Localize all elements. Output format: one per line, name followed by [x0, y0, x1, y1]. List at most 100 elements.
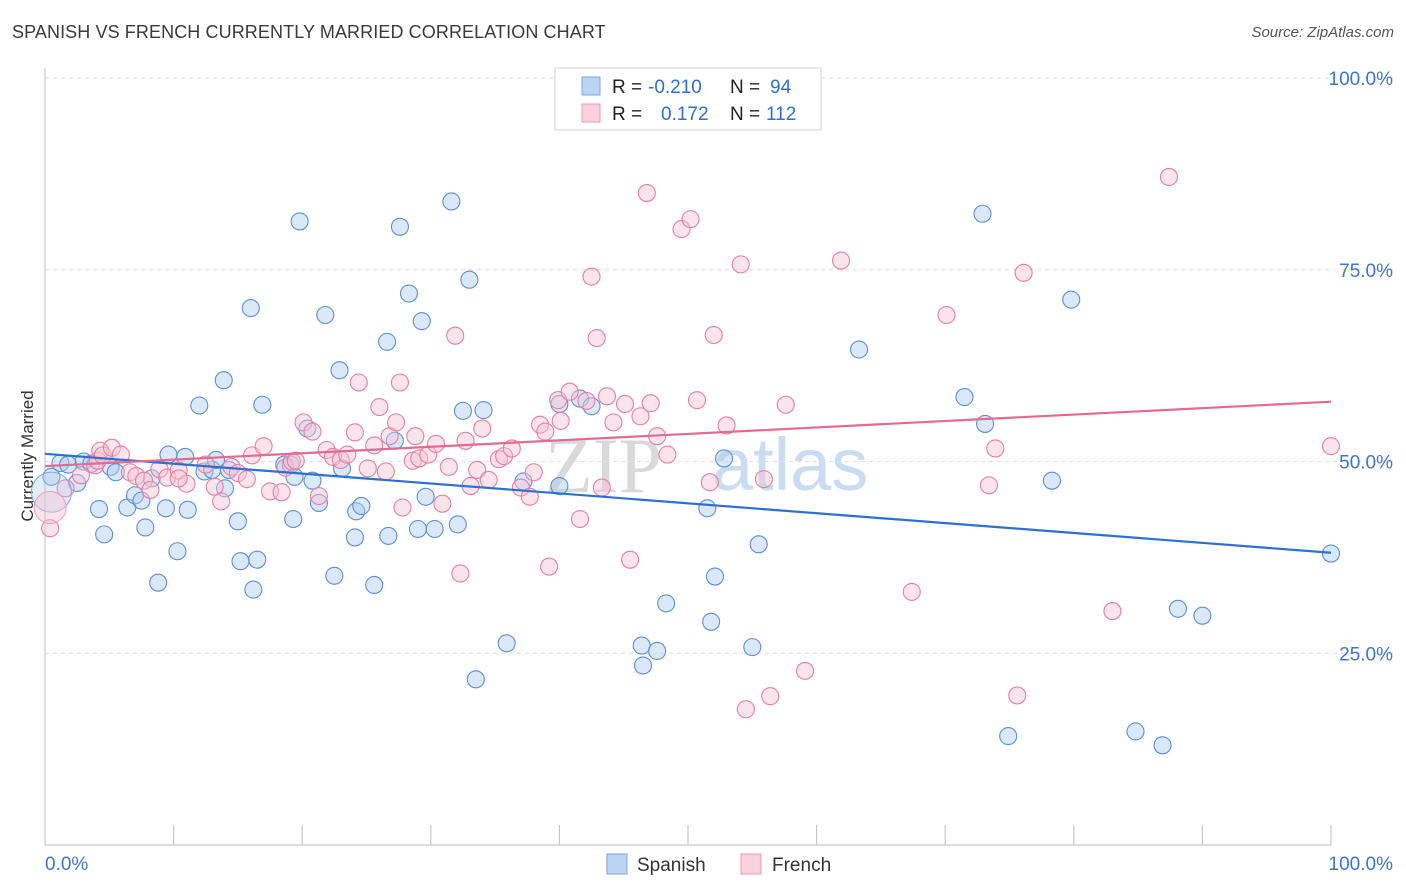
point-french: [502, 439, 521, 458]
point-spanish: [474, 401, 493, 420]
point-spanish: [550, 476, 569, 496]
point-spanish: [1042, 471, 1061, 490]
point-french: [754, 470, 773, 489]
point-french: [410, 449, 429, 468]
y-tick-label: 100.0%: [1329, 69, 1394, 90]
point-spanish: [106, 463, 125, 482]
point-french: [687, 391, 707, 410]
point-french: [365, 436, 384, 455]
point-french: [426, 434, 445, 453]
point-french: [489, 450, 509, 469]
point-french: [338, 445, 357, 464]
point-french: [524, 463, 543, 482]
point-spanish: [1062, 290, 1081, 309]
point-spanish: [156, 499, 175, 518]
point-spanish: [206, 450, 226, 470]
point-french: [902, 582, 921, 601]
point-french: [604, 413, 623, 432]
point-spanish: [168, 542, 187, 561]
point-french: [681, 210, 700, 229]
x-tick-labels: 0.0% 100.0%: [45, 854, 1393, 875]
legend-label-spanish[interactable]: Spanish: [637, 855, 706, 876]
y-tick-label: 75.0%: [1339, 261, 1393, 282]
point-spanish: [632, 636, 651, 655]
point-spanish: [248, 550, 267, 569]
stats-n-value-spanish: 94: [770, 77, 792, 98]
point-french: [631, 407, 650, 426]
point-french: [637, 184, 656, 203]
x-ticks: [44, 825, 1332, 845]
point-spanish: [743, 638, 762, 657]
point-spanish: [190, 396, 209, 415]
point-french: [540, 557, 559, 576]
point-spanish: [973, 204, 992, 223]
point-french: [986, 439, 1005, 458]
point-french: [831, 251, 851, 270]
point-french: [1159, 167, 1179, 186]
point-french: [141, 480, 160, 499]
point-spanish: [352, 496, 371, 516]
point-french: [761, 687, 780, 706]
stats-box: R = -0.210 N = 94 R = 0.172 N = 112: [554, 67, 822, 131]
point-french: [1321, 437, 1341, 456]
point-spanish: [698, 499, 717, 518]
stats-r-label-spanish: R =: [612, 77, 642, 98]
point-spanish: [714, 449, 734, 468]
point-french: [937, 305, 956, 325]
point-spanish: [416, 487, 435, 506]
point-french: [621, 550, 640, 569]
point-spanish: [178, 500, 197, 519]
stats-n-label-spanish: N =: [730, 77, 760, 98]
point-spanish: [309, 493, 328, 512]
point-french: [237, 470, 256, 489]
point-french: [577, 391, 596, 410]
point-french: [345, 423, 364, 442]
point-spanish: [425, 519, 444, 539]
point-spanish: [1126, 722, 1145, 741]
point-french: [717, 416, 736, 435]
stats-n-label-french: N =: [730, 104, 760, 125]
point-french: [406, 427, 425, 446]
point-french: [33, 491, 67, 525]
point-spanish: [253, 395, 272, 414]
point-french: [387, 413, 406, 432]
chart-title: SPANISH VS FRENCH CURRENTLY MARRIED CORR…: [12, 22, 606, 42]
point-spanish: [657, 594, 676, 613]
point-spanish: [1168, 599, 1188, 618]
point-french: [212, 492, 231, 511]
point-french: [795, 661, 815, 680]
trend-line-french: [44, 400, 1332, 468]
point-spanish: [316, 305, 335, 325]
point-spanish: [849, 340, 869, 359]
stats-r-value-french: 0.172: [661, 104, 709, 125]
legend-swatch-french[interactable]: [740, 853, 762, 875]
point-french: [597, 387, 617, 406]
point-french: [309, 486, 328, 506]
point-spanish: [241, 299, 260, 318]
point-french: [456, 431, 475, 450]
point-spanish: [633, 656, 653, 675]
point-spanish: [330, 361, 349, 380]
point-french: [254, 437, 273, 456]
point-spanish: [136, 518, 155, 537]
point-spanish: [244, 580, 263, 599]
point-spanish: [466, 670, 485, 689]
point-spanish: [648, 641, 667, 660]
point-french: [41, 519, 60, 538]
point-french: [468, 460, 487, 479]
point-spanish: [325, 566, 344, 585]
legend-swatch-spanish[interactable]: [606, 853, 628, 875]
svg-text:R = -0.210 N =: R = -0.210 N = 94 R = 0.172 N = 112: [612, 77, 796, 125]
legend-label-french[interactable]: French: [772, 855, 831, 876]
point-french: [560, 382, 579, 401]
point-french: [704, 325, 723, 344]
y-tick-label: 50.0%: [1339, 453, 1393, 474]
point-spanish: [460, 270, 479, 289]
point-spanish: [228, 512, 247, 531]
point-spanish: [390, 217, 409, 236]
point-spanish: [95, 525, 114, 544]
y-axis-label: Currently Married: [18, 390, 37, 521]
stats-r-label-french: R =: [612, 104, 642, 125]
point-french: [433, 494, 452, 513]
